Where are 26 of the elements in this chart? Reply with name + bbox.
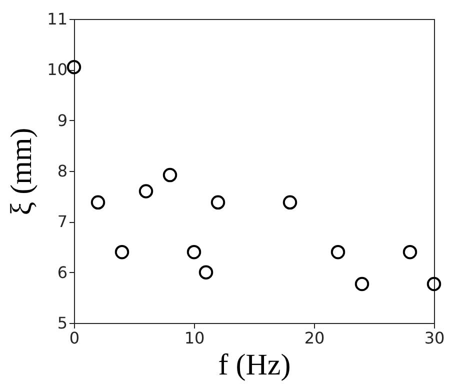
y-tick-label: 8 bbox=[57, 162, 68, 180]
point bbox=[354, 276, 370, 292]
x-axis-title: f (Hz) bbox=[218, 348, 291, 382]
x-tick-label: 20 bbox=[304, 328, 325, 348]
point bbox=[330, 244, 346, 260]
y-tick-label: 5 bbox=[57, 314, 68, 332]
point bbox=[66, 60, 82, 74]
y-tick-label: 6 bbox=[57, 262, 68, 282]
point bbox=[426, 276, 442, 292]
y-tick-label: 11 bbox=[47, 10, 68, 28]
point bbox=[198, 265, 214, 280]
x-tick-label: 0 bbox=[69, 328, 80, 348]
y-tick-label: 7 bbox=[57, 212, 68, 232]
point bbox=[186, 244, 202, 260]
x-tick-label: 30 bbox=[424, 328, 445, 348]
y-tick-label: 10 bbox=[47, 60, 68, 80]
point bbox=[114, 244, 130, 260]
point bbox=[138, 184, 154, 198]
point bbox=[402, 244, 418, 260]
x-tick-label: 10 bbox=[184, 328, 205, 348]
point bbox=[90, 195, 106, 210]
y-tick-label: 9 bbox=[57, 110, 68, 130]
point bbox=[210, 195, 226, 210]
point bbox=[162, 168, 178, 182]
y-axis-title: ξ (mm) bbox=[5, 128, 38, 216]
point bbox=[282, 195, 298, 210]
